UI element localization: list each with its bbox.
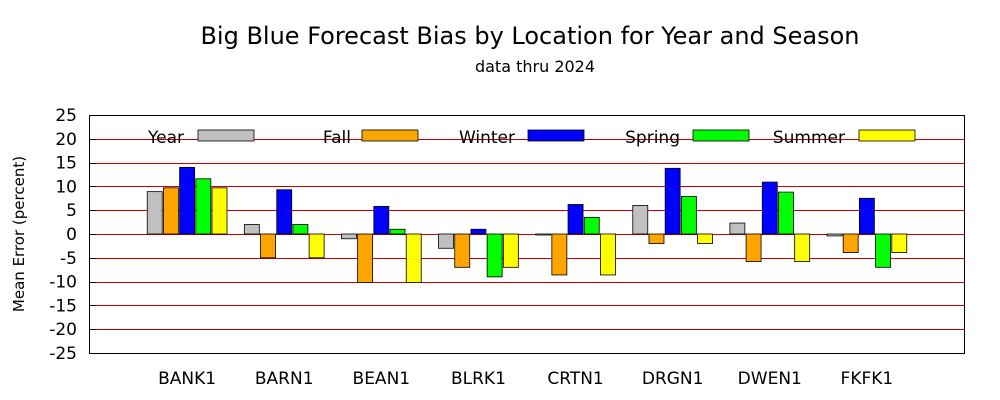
- bar-blrk1-year: [438, 233, 454, 249]
- chart-title: Big Blue Forecast Bias by Location for Y…: [200, 22, 859, 50]
- bar-bean1-year: [341, 233, 357, 240]
- bar-drgn1-fall: [648, 233, 665, 244]
- y-tick-labels: 25 20 15 10 5 0 -5 -10 -15 -20 -25: [49, 106, 77, 364]
- bar-fkfk1-winter: [858, 197, 875, 235]
- bar-bank1-year: [146, 191, 163, 235]
- bar-barn1-spring: [292, 224, 309, 235]
- bar-crtn1-spring: [583, 216, 600, 235]
- bar-bank1-spring: [195, 178, 212, 235]
- legend-swatch-year: [197, 129, 255, 142]
- bar-dwen1-fall: [745, 233, 762, 263]
- bar-crtn1-winter: [567, 204, 584, 235]
- bar-crtn1-summer: [600, 233, 616, 276]
- bar-drgn1-spring: [680, 195, 697, 235]
- bar-blrk1-summer: [502, 233, 519, 268]
- bar-dwen1-year: [729, 222, 746, 235]
- bar-drgn1-year: [632, 205, 649, 235]
- bar-drgn1-winter: [664, 167, 681, 235]
- legend-swatch-fall: [361, 129, 419, 142]
- y-axis-label: Mean Error (percent): [10, 156, 28, 312]
- category-label: DRGN1: [642, 369, 704, 389]
- bar-fkfk1-spring: [875, 233, 891, 268]
- legend-label-year: Year: [147, 128, 184, 148]
- category-label: BLRK1: [451, 369, 506, 389]
- legend: Year Fall Winter Spring Summer: [147, 128, 916, 148]
- legend-swatch-summer: [858, 129, 916, 142]
- y-tick-label: -15: [49, 296, 77, 316]
- legend-label-summer: Summer: [773, 128, 845, 148]
- y-tick-label: 25: [55, 106, 77, 126]
- category-label: BEAN1: [353, 369, 411, 389]
- bar-fkfk1-fall: [842, 233, 859, 253]
- y-tick-label: 10: [55, 177, 77, 197]
- bar-barn1-winter: [276, 189, 293, 235]
- y-tick-label: 5: [66, 201, 77, 221]
- bar-barn1-summer: [308, 233, 325, 259]
- category-label: CRTN1: [547, 369, 603, 389]
- bar-crtn1-year: [535, 233, 552, 236]
- y-tick-label: -5: [60, 249, 77, 269]
- plot-frame: [89, 115, 965, 354]
- legend-label-fall: Fall: [323, 128, 351, 148]
- bar-bean1-spring: [389, 228, 406, 235]
- bar-fkfk1-year: [826, 233, 843, 237]
- legend-label-winter: Winter: [459, 128, 515, 148]
- y-tick-label: -25: [49, 344, 77, 364]
- legend-label-spring: Spring: [625, 128, 680, 148]
- legend-swatch-spring: [692, 129, 750, 142]
- bar-drgn1-summer: [697, 233, 713, 244]
- category-label: BARN1: [255, 369, 314, 389]
- bars-group: [146, 166, 908, 283]
- bar-bank1-winter: [179, 166, 196, 235]
- bar-blrk1-winter: [470, 228, 487, 235]
- bar-crtn1-fall: [551, 233, 568, 276]
- y-tick-label: 0: [66, 225, 77, 245]
- bar-dwen1-summer: [794, 233, 811, 263]
- y-tick-label: -10: [49, 273, 77, 293]
- bar-dwen1-winter: [761, 181, 778, 235]
- bar-bank1-fall: [163, 187, 179, 235]
- bar-dwen1-spring: [778, 191, 794, 235]
- bar-blrk1-spring: [486, 233, 503, 278]
- legend-swatch-winter: [527, 129, 585, 142]
- bar-bean1-winter: [373, 205, 390, 235]
- category-label: BANK1: [158, 369, 216, 389]
- category-label: DWEN1: [738, 369, 802, 389]
- y-tick-label: 15: [55, 154, 77, 174]
- bar-bank1-summer: [211, 187, 228, 235]
- bar-bean1-fall: [357, 233, 374, 283]
- y-tick-label: -20: [49, 320, 77, 340]
- category-labels: BANK1 BARN1 BEAN1 BLRK1 CRTN1 DRGN1 DWEN1 FKFK1: [158, 369, 893, 389]
- chart-subtitle: data thru 2024: [475, 57, 595, 76]
- bar-bean1-summer: [405, 233, 422, 283]
- bar-barn1-fall: [260, 233, 276, 259]
- y-tick-label: 20: [55, 130, 77, 150]
- bar-fkfk1-summer: [891, 233, 908, 253]
- bar-barn1-year: [243, 224, 260, 235]
- bar-blrk1-fall: [454, 233, 471, 268]
- category-label: FKFK1: [841, 369, 894, 389]
